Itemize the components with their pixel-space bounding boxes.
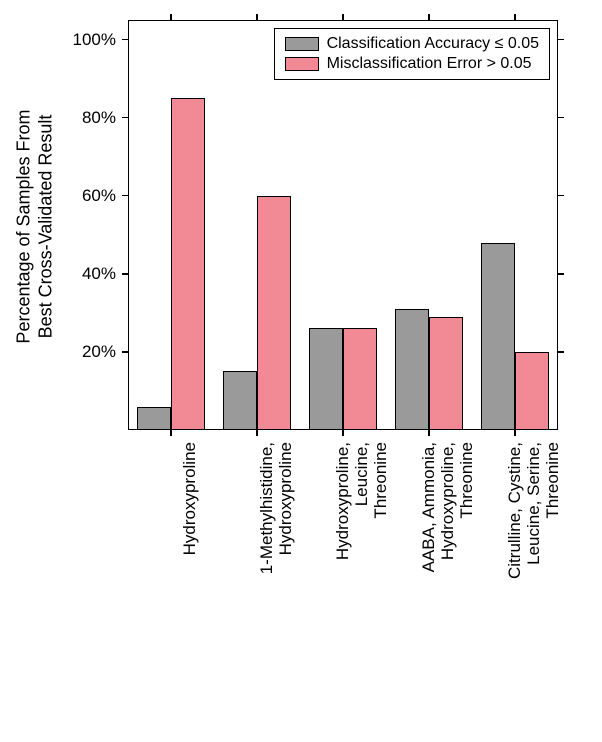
xtick bbox=[428, 14, 430, 20]
xtick bbox=[514, 14, 516, 20]
legend-label: Classification Accuracy ≤ 0.05 bbox=[327, 35, 539, 53]
xtick-label: Leucine, bbox=[352, 442, 372, 742]
xtick bbox=[256, 430, 258, 436]
ytick bbox=[558, 273, 564, 275]
legend-row: Classification Accuracy ≤ 0.05 bbox=[285, 35, 539, 53]
legend-row: Misclassification Error > 0.05 bbox=[285, 55, 539, 73]
xtick bbox=[514, 430, 516, 436]
bar-error bbox=[515, 352, 549, 430]
xtick-label: 1-Methylhistidine, bbox=[257, 442, 277, 742]
xtick-label: Threonine bbox=[371, 442, 391, 742]
xtick-label: Threonine bbox=[457, 442, 477, 742]
xtick-label: Threonine bbox=[543, 442, 563, 742]
y-axis-label: Percentage of Samples From bbox=[14, 27, 35, 427]
ytick-label: 40% bbox=[62, 264, 116, 284]
y-axis-label: Best Cross-Validated Result bbox=[36, 27, 57, 427]
xtick bbox=[342, 14, 344, 20]
xtick-label: Leucine, Serine, bbox=[524, 442, 544, 742]
xtick bbox=[170, 14, 172, 20]
xtick-label: Hydroxyproline bbox=[180, 442, 200, 742]
xtick-label: Hydroxyproline, bbox=[333, 442, 353, 742]
xtick-label: Citrulline, Cystine, bbox=[505, 442, 525, 742]
ytick-label: 60% bbox=[62, 186, 116, 206]
xtick-label: Hydroxyproline, bbox=[438, 442, 458, 742]
xtick bbox=[170, 430, 172, 436]
ytick bbox=[122, 195, 128, 197]
ytick bbox=[122, 351, 128, 353]
legend-swatch bbox=[285, 37, 319, 51]
bar-error bbox=[429, 317, 463, 430]
bar-accuracy bbox=[137, 407, 171, 430]
ytick bbox=[558, 39, 564, 41]
bar-chart: 20% 40% 60% 80% 100% Percentage of Samples Fr… bbox=[0, 0, 602, 665]
ytick-label: 100% bbox=[62, 30, 116, 50]
ytick bbox=[558, 195, 564, 197]
xtick-label: Hydroxyproline bbox=[276, 442, 296, 742]
bar-accuracy bbox=[395, 309, 429, 430]
xtick bbox=[256, 14, 258, 20]
ytick bbox=[122, 117, 128, 119]
ytick bbox=[558, 117, 564, 119]
bar-accuracy bbox=[481, 243, 515, 430]
ytick bbox=[122, 39, 128, 41]
ytick-label: 80% bbox=[62, 108, 116, 128]
ytick-label: 20% bbox=[62, 342, 116, 362]
ytick bbox=[122, 273, 128, 275]
bar-error bbox=[171, 98, 205, 430]
bar-error bbox=[257, 196, 291, 430]
xtick-label: AABA, Ammonia, bbox=[419, 442, 439, 742]
ytick bbox=[558, 351, 564, 353]
legend-swatch bbox=[285, 57, 319, 71]
bar-accuracy bbox=[223, 371, 257, 430]
bar-accuracy bbox=[309, 328, 343, 430]
legend: Classification Accuracy ≤ 0.05 Misclassif… bbox=[274, 28, 550, 80]
legend-label: Misclassification Error > 0.05 bbox=[327, 55, 532, 73]
bar-error bbox=[343, 328, 377, 430]
xtick bbox=[428, 430, 430, 436]
xtick bbox=[342, 430, 344, 436]
